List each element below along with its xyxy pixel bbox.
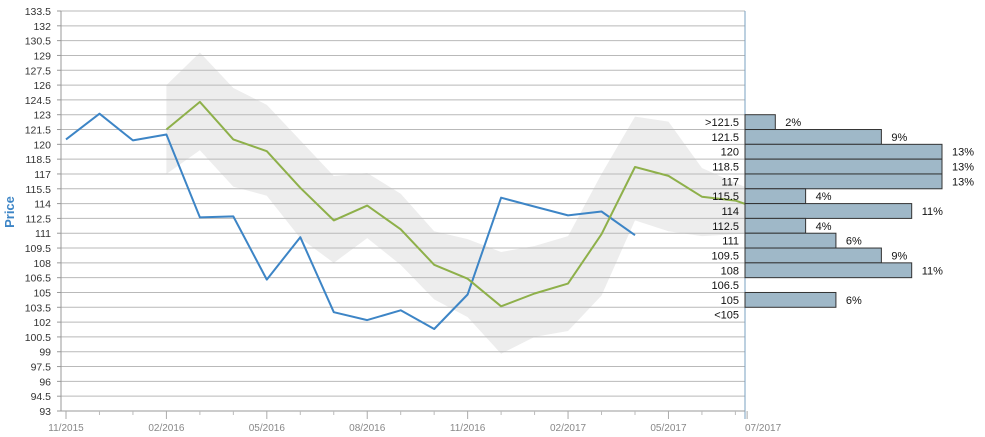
distribution-value-label: 13% xyxy=(952,162,974,174)
x-tick-label: 08/2016 xyxy=(349,423,386,434)
distribution-value-label: 9% xyxy=(891,250,907,262)
gridlines xyxy=(60,10,746,419)
y-tick-label: 99 xyxy=(39,347,51,359)
distribution-category-label: 109.5 xyxy=(711,250,739,262)
y-tick-label: 117 xyxy=(34,169,51,181)
y-tick-label: 111 xyxy=(35,228,51,240)
distribution-category-label: 115.5 xyxy=(712,191,739,203)
distribution-category-label: 114 xyxy=(721,206,739,218)
y-tick-label: 93 xyxy=(39,406,51,418)
distribution-category-label: 117 xyxy=(721,176,739,188)
y-tick-label: 115.5 xyxy=(26,184,52,196)
y-tick-label: 108 xyxy=(33,258,51,270)
distribution-category-label: 108 xyxy=(721,265,739,277)
distribution-value-label: 9% xyxy=(891,132,907,144)
x-tick-label: 05/2016 xyxy=(249,423,286,434)
distribution-value-label: 2% xyxy=(785,117,801,129)
distribution-category-label: 111 xyxy=(722,236,739,248)
y-tick-label: 96 xyxy=(39,376,51,388)
distribution-category-label: 112.5 xyxy=(712,221,739,233)
distribution-category-label: 118.5 xyxy=(712,162,739,174)
distribution-category-label: 105 xyxy=(721,295,739,307)
distribution-bar xyxy=(744,143,943,160)
y-tick-label: 127.5 xyxy=(25,65,51,77)
y-tick-label: 94.5 xyxy=(31,391,52,403)
y-tick-label: 126 xyxy=(33,80,51,92)
distribution-category-label: <105 xyxy=(714,310,739,322)
y-tick-label: 102 xyxy=(33,317,51,329)
y-tick-label: 118.5 xyxy=(26,154,52,166)
y-tick-label: 123 xyxy=(33,110,51,122)
series-line-1 xyxy=(65,112,636,330)
x-tick-label: 07/2017 xyxy=(745,423,782,434)
y-tick-label: 133.5 xyxy=(25,6,51,18)
distribution-bar xyxy=(744,203,913,219)
distribution-bar xyxy=(744,129,882,145)
y-axis-ticks: 93 94.5 96 97.5 99 100.5 102 103.5 105 106.5 108 10… xyxy=(25,6,61,418)
distribution-bar xyxy=(744,173,943,190)
y-tick-label: 120 xyxy=(33,139,51,151)
y-tick-label: 129 xyxy=(33,50,51,62)
distribution-value-label: 11% xyxy=(922,206,943,218)
y-tick-label: 132 xyxy=(33,21,51,33)
distribution-category-label: 120 xyxy=(721,147,739,159)
distribution-bar xyxy=(744,114,776,131)
x-tick-label: 02/2017 xyxy=(550,423,587,434)
y-tick-label: 105 xyxy=(33,287,51,299)
distribution-bar xyxy=(744,158,943,175)
x-axis-ticks: 11/2015 02/2016 05/2016 08/2016 11/2016 02/20… xyxy=(48,411,782,434)
distribution-value-label: 13% xyxy=(952,147,974,159)
x-tick-label: 11/2015 xyxy=(48,423,84,434)
y-tick-label: 109.5 xyxy=(25,243,51,255)
y-tick-label: 112.5 xyxy=(26,213,52,225)
distribution-layer: >121.5 2% 121.5 9% 120 13% 118.5 13% 117 13% 115.5… xyxy=(705,114,974,322)
forecast-band xyxy=(166,52,748,354)
distribution-bar xyxy=(744,232,837,249)
y-tick-label: 130.5 xyxy=(25,36,51,48)
y-tick-label: 103.5 xyxy=(25,302,51,314)
y-tick-label: 100.5 xyxy=(25,332,51,344)
y-tick-label: 114 xyxy=(34,199,51,211)
y-tick-label: 106.5 xyxy=(25,273,51,285)
distribution-category-label: >121.5 xyxy=(705,117,739,129)
distribution-bar xyxy=(744,188,807,205)
series-line-2 xyxy=(165,100,748,308)
distribution-bar xyxy=(744,262,913,279)
x-tick-label: 05/2017 xyxy=(650,423,687,434)
distribution-value-label: 13% xyxy=(952,176,974,188)
distribution-value-label: 4% xyxy=(816,221,832,233)
distribution-bar xyxy=(744,291,837,308)
forecast-band-layer xyxy=(166,52,748,354)
y-tick-label: 124.5 xyxy=(25,95,51,107)
distribution-category-label: 121.5 xyxy=(711,132,739,144)
y-tick-label: 121.5 xyxy=(25,125,51,137)
y-tick-label: 97.5 xyxy=(31,362,52,374)
distribution-value-label: 6% xyxy=(846,295,862,307)
distribution-bar xyxy=(744,247,882,264)
distribution-value-label: 4% xyxy=(816,191,832,203)
distribution-bar xyxy=(744,217,807,234)
distribution-value-label: 6% xyxy=(846,236,862,248)
distribution-value-label: 11% xyxy=(922,265,943,277)
x-tick-label: 02/2016 xyxy=(148,423,185,434)
distribution-category-label: 106.5 xyxy=(711,280,739,292)
x-tick-label: 11/2016 xyxy=(450,423,486,434)
series-layer xyxy=(65,100,748,330)
y-axis-title: Price xyxy=(2,196,17,228)
